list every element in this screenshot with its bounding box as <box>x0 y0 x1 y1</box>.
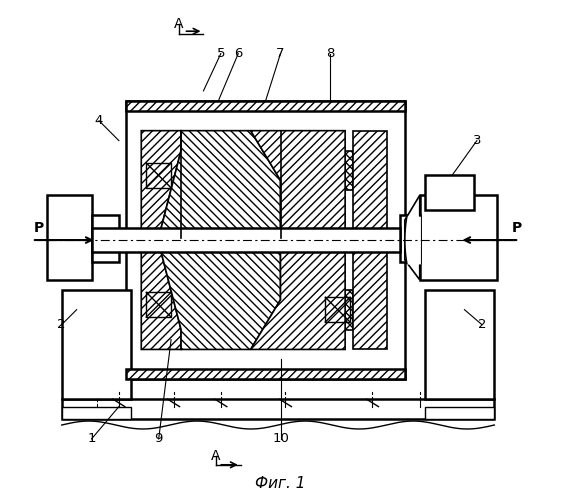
Polygon shape <box>251 242 345 350</box>
Text: А: А <box>211 450 220 464</box>
Polygon shape <box>251 130 345 238</box>
Bar <box>400 215 420 262</box>
Text: 5: 5 <box>217 47 225 60</box>
Polygon shape <box>159 130 280 238</box>
Text: 3: 3 <box>473 134 481 147</box>
Text: 9: 9 <box>154 432 163 446</box>
Polygon shape <box>141 130 181 238</box>
Bar <box>325 297 350 322</box>
Bar <box>425 290 494 399</box>
Text: 2: 2 <box>57 318 66 331</box>
Text: 6: 6 <box>234 47 242 60</box>
Bar <box>62 399 494 419</box>
Text: 2: 2 <box>477 318 486 331</box>
Bar <box>91 215 119 262</box>
Bar <box>146 163 171 188</box>
Bar <box>126 101 405 111</box>
Bar <box>353 130 388 238</box>
Bar <box>126 370 405 380</box>
Text: P: P <box>34 221 44 235</box>
Bar <box>62 406 131 419</box>
Text: 7: 7 <box>276 47 285 60</box>
Bar <box>91 228 400 252</box>
Polygon shape <box>405 196 420 280</box>
Text: 10: 10 <box>272 432 289 446</box>
Text: 1: 1 <box>88 432 96 446</box>
Bar <box>425 176 475 210</box>
Bar <box>320 150 353 190</box>
Text: А: А <box>174 17 183 31</box>
Text: P: P <box>512 221 522 235</box>
Text: 4: 4 <box>95 114 103 127</box>
Bar <box>146 292 171 317</box>
Bar <box>320 290 353 330</box>
Bar <box>126 101 405 240</box>
Bar <box>353 242 388 350</box>
Polygon shape <box>141 242 181 350</box>
Bar <box>126 240 405 380</box>
Text: Фиг. 1: Фиг. 1 <box>255 476 306 491</box>
Bar <box>425 406 494 419</box>
Bar <box>62 290 131 399</box>
Bar <box>47 196 91 280</box>
Polygon shape <box>159 242 280 350</box>
Text: 8: 8 <box>326 47 334 60</box>
Bar <box>420 196 497 280</box>
